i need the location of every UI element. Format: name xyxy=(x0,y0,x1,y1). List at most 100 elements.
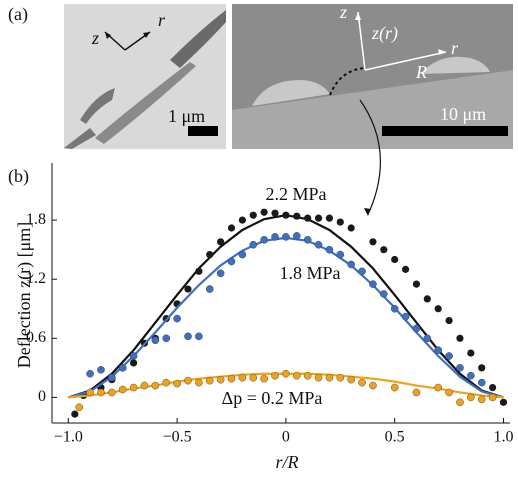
data-point xyxy=(184,332,192,341)
y-tick-label: 1.2 xyxy=(26,270,46,287)
data-point xyxy=(282,369,290,378)
y-tick-label: 0.6 xyxy=(26,329,46,346)
data-point xyxy=(477,395,486,404)
data-point xyxy=(238,373,247,382)
data-point xyxy=(358,378,366,387)
data-point xyxy=(162,334,171,343)
data-point xyxy=(184,285,192,293)
y-tick-label: 0 xyxy=(38,388,46,405)
scale-bar xyxy=(188,126,218,136)
flake xyxy=(80,88,115,124)
link-arrow xyxy=(359,99,381,211)
axis-symbol: z xyxy=(91,28,99,48)
data-point xyxy=(478,364,486,372)
data-point xyxy=(347,260,355,269)
data-point xyxy=(456,398,464,407)
data-point xyxy=(434,305,442,313)
x-tick-label: −0.5 xyxy=(163,429,192,446)
data-point xyxy=(325,245,334,254)
data-point xyxy=(434,346,442,354)
data-point xyxy=(336,373,345,382)
data-point xyxy=(118,364,127,372)
data-point xyxy=(238,250,247,259)
data-point xyxy=(162,378,171,387)
panel-label: (a) xyxy=(8,4,28,25)
series-label: 1.8 MPa xyxy=(279,263,340,283)
flake xyxy=(170,10,226,68)
data-point xyxy=(423,295,431,303)
data-point xyxy=(75,403,83,412)
flake xyxy=(64,128,96,149)
data-point xyxy=(380,246,388,254)
data-point xyxy=(249,373,258,382)
data-point xyxy=(173,314,181,323)
data-point xyxy=(292,232,301,240)
data-point xyxy=(129,359,138,367)
x-tick-label: −1.0 xyxy=(54,429,83,446)
profile-dashed xyxy=(329,67,366,96)
data-point xyxy=(445,352,453,360)
data-point xyxy=(412,388,421,397)
data-point xyxy=(303,236,312,244)
data-point xyxy=(369,280,377,288)
axis-symbol: r xyxy=(158,10,166,30)
data-point xyxy=(86,388,94,397)
data-point xyxy=(216,269,225,278)
data-point xyxy=(358,267,366,276)
data-point xyxy=(227,374,236,383)
data-point xyxy=(467,371,475,380)
data-point xyxy=(271,371,279,380)
data-point xyxy=(282,211,290,219)
data-point xyxy=(336,250,345,259)
data-point xyxy=(304,214,312,222)
data-point xyxy=(499,398,508,406)
data-point xyxy=(445,388,453,397)
data-point xyxy=(206,250,214,259)
data-point xyxy=(260,236,268,244)
data-point xyxy=(390,304,399,313)
data-point xyxy=(303,371,312,380)
scale-bar xyxy=(382,126,508,136)
data-point xyxy=(325,214,334,222)
data-point xyxy=(227,224,236,232)
arrowhead xyxy=(364,208,371,216)
data-point xyxy=(195,378,203,387)
data-point xyxy=(108,373,116,382)
y-tick-label: 1.8 xyxy=(26,211,46,228)
axes-arrows xyxy=(357,11,447,71)
data-point xyxy=(184,376,192,385)
data-point xyxy=(86,369,94,378)
data-point xyxy=(238,216,246,224)
blister xyxy=(252,80,330,106)
data-point xyxy=(205,376,214,385)
data-point xyxy=(412,280,421,288)
data-point xyxy=(97,388,105,397)
data-point xyxy=(97,366,105,374)
micrograph-left xyxy=(64,4,226,149)
data-point xyxy=(260,374,268,383)
data-point xyxy=(282,233,290,241)
x-tick-label: 0 xyxy=(282,429,290,446)
series-label: 2.2 MPa xyxy=(265,184,326,204)
data-point xyxy=(118,385,127,394)
data-point xyxy=(71,410,79,418)
data-point xyxy=(314,373,323,382)
arrowheads xyxy=(105,32,150,39)
data-point xyxy=(271,209,279,217)
data-point xyxy=(293,212,301,220)
data-point xyxy=(151,381,160,390)
axis-symbol: R xyxy=(415,62,427,82)
data-point xyxy=(477,378,486,387)
data-point xyxy=(260,208,268,216)
data-point xyxy=(445,316,453,325)
data-point xyxy=(227,257,236,266)
data-point xyxy=(369,238,377,246)
x-tick-label: 0.5 xyxy=(385,429,405,446)
data-point xyxy=(249,240,258,249)
data-point xyxy=(412,324,421,333)
data-point xyxy=(456,364,464,372)
panel-label: (b) xyxy=(8,166,29,187)
data-point xyxy=(314,240,323,249)
data-point xyxy=(390,383,399,392)
